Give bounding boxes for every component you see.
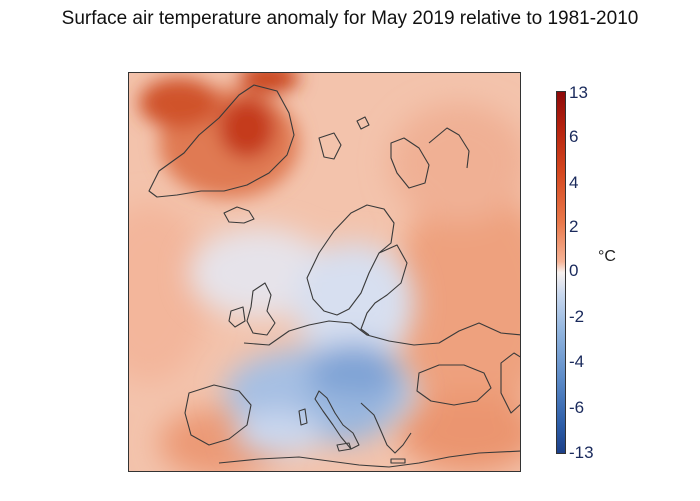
- britain-coastline: [246, 282, 276, 336]
- baltic-coastline: [360, 244, 408, 336]
- sicily-coastline: [336, 442, 352, 452]
- balkans-coastline: [360, 402, 412, 454]
- black-sea-coastline: [416, 364, 492, 406]
- colorbar-tick-0: 0: [569, 261, 579, 280]
- arctic-coast-east: [428, 127, 470, 169]
- colorbar-tick-neg6: -6: [569, 398, 585, 417]
- colorbar-tick-neg2: -2: [569, 307, 585, 326]
- colorbar-tick-4: 4: [569, 173, 579, 192]
- continental-coastline: [243, 320, 520, 346]
- map-title: Surface air temperature anomaly for May …: [61, 8, 639, 29]
- anomaly-map: [128, 72, 521, 472]
- crete-coastline: [390, 458, 406, 464]
- ireland-coastline: [228, 306, 246, 328]
- greenland-warm-anomaly: [139, 73, 299, 198]
- colorbar-tick-neg4: -4: [569, 352, 585, 371]
- greenland-coastline: [148, 84, 295, 198]
- colorbar-tick-13: 13: [569, 83, 588, 102]
- colorbar-tick-neg13: -13: [569, 443, 594, 462]
- coastlines: [148, 84, 520, 468]
- colorbar-tick-6: 6: [569, 127, 579, 146]
- caspian-coastline: [500, 352, 520, 414]
- franz-josef-coastline: [356, 116, 370, 130]
- italy-coastline: [314, 390, 360, 450]
- colorbar-tick-2: 2: [569, 217, 579, 236]
- north-africa-coastline: [218, 450, 520, 468]
- sardinia-coastline: [298, 408, 308, 426]
- colorbar-unit-label: °C: [598, 248, 616, 265]
- iceland-coastline: [223, 206, 255, 224]
- iberia-coastline: [184, 384, 252, 446]
- warm-anomaly-areas: [129, 103, 520, 471]
- map-svg: [129, 73, 520, 471]
- novaya-zemlya-coastline: [390, 137, 430, 189]
- scandinavia-coastline: [306, 204, 395, 316]
- colorbar: [556, 91, 566, 454]
- svalbard-coastline: [318, 132, 342, 160]
